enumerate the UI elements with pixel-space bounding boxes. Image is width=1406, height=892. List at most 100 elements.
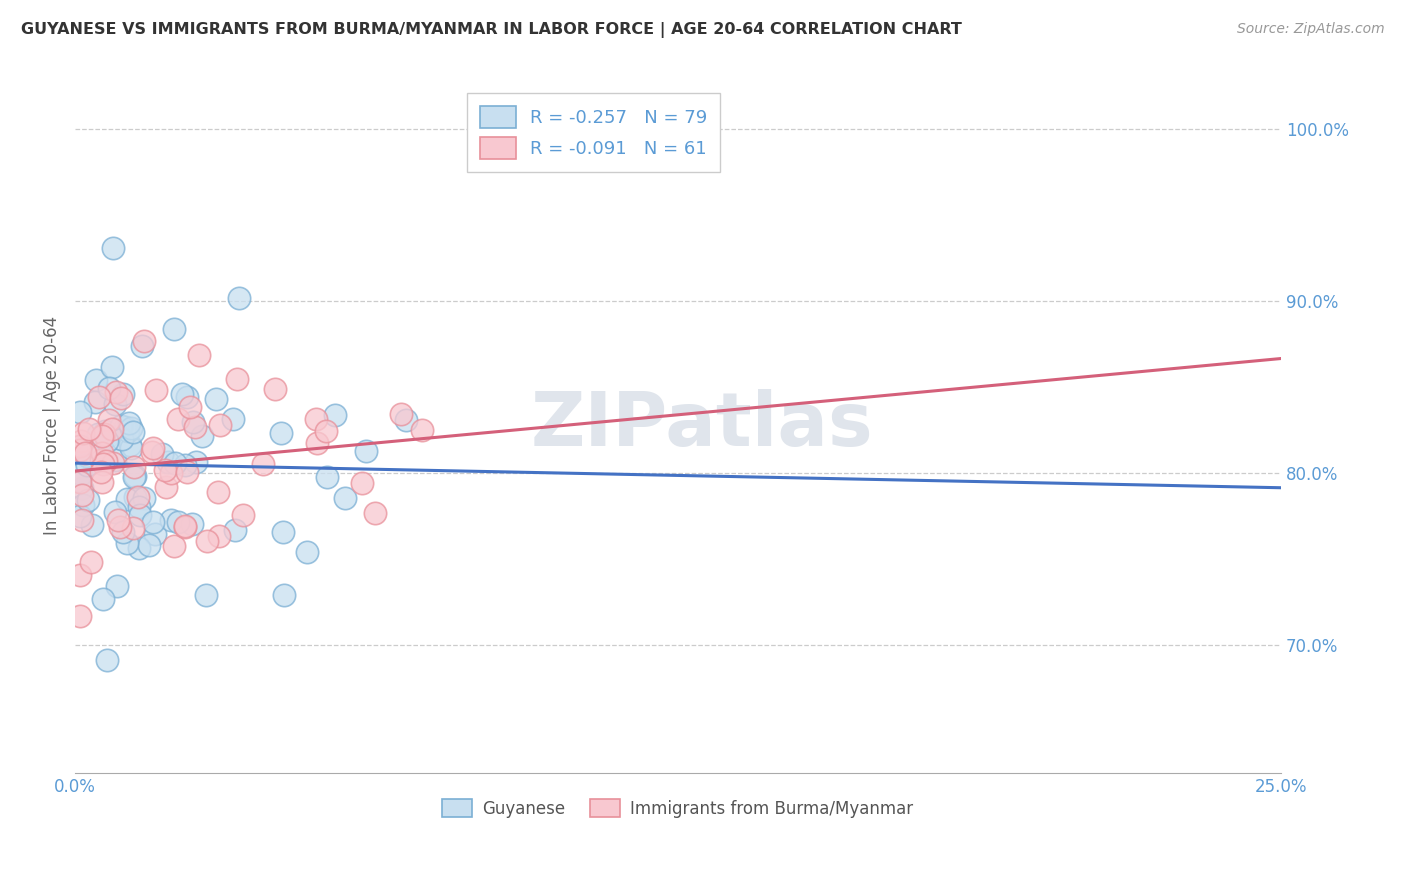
Point (174, 519, 197, 533)
Point (70, 467, 93, 481)
Point (316, 469, 339, 483)
Point (91, 475, 114, 490)
Point (117, 491, 139, 506)
Point (93, 427, 115, 442)
Point (209, 417, 232, 432)
Point (120, 442, 142, 456)
Point (70, 481, 93, 495)
Point (325, 409, 347, 423)
Point (163, 322, 186, 336)
Point (112, 524, 135, 539)
Point (305, 412, 328, 426)
Point (160, 513, 183, 527)
Text: GUYANESE VS IMMIGRANTS FROM BURMA/MYANMAR IN LABOR FORCE | AGE 20-64 CORRELATION: GUYANESE VS IMMIGRANTS FROM BURMA/MYANMA… (21, 22, 962, 38)
Point (297, 545, 319, 559)
Point (69, 474, 91, 488)
Point (91, 429, 114, 443)
Point (273, 588, 295, 602)
Point (142, 441, 165, 455)
Point (104, 453, 127, 467)
Point (80, 555, 103, 569)
Point (69, 475, 91, 490)
Point (128, 500, 150, 514)
Point (121, 425, 143, 439)
Point (225, 372, 247, 386)
Point (70, 513, 93, 527)
Legend: Guyanese, Immigrants from Burma/Myanmar: Guyanese, Immigrants from Burma/Myanmar (436, 792, 921, 824)
Point (124, 490, 146, 504)
Point (114, 420, 136, 434)
Point (142, 515, 165, 529)
Point (335, 491, 357, 506)
Point (167, 412, 190, 426)
Point (69, 608, 91, 623)
Point (184, 455, 207, 469)
Point (96, 434, 118, 448)
Point (76, 458, 98, 473)
Point (305, 436, 328, 450)
Point (76, 450, 98, 464)
Point (160, 466, 183, 480)
Point (69, 443, 91, 458)
Point (110, 433, 132, 447)
Point (69, 439, 91, 453)
Point (389, 407, 412, 421)
Point (84, 394, 107, 409)
Point (172, 387, 194, 401)
Point (120, 421, 142, 435)
Point (111, 387, 134, 401)
Point (96, 653, 118, 667)
Point (91, 445, 114, 459)
Point (174, 458, 197, 473)
Point (354, 443, 377, 458)
Point (72, 498, 94, 512)
Point (184, 420, 207, 434)
Point (222, 411, 245, 425)
Point (82, 518, 104, 533)
Point (232, 508, 254, 522)
Point (352, 476, 374, 491)
Point (91, 450, 114, 464)
Point (79, 422, 101, 436)
Point (122, 470, 145, 484)
Point (150, 447, 173, 461)
Point (263, 383, 285, 397)
Point (176, 465, 198, 479)
Point (90, 465, 112, 479)
Point (167, 516, 190, 530)
Point (145, 383, 167, 397)
Point (91, 458, 114, 472)
Point (87, 390, 110, 404)
Point (176, 390, 198, 404)
Point (101, 422, 124, 436)
Point (157, 455, 180, 469)
Point (96, 454, 118, 468)
Point (174, 520, 197, 534)
Point (103, 397, 125, 411)
Point (104, 505, 127, 519)
Point (98, 413, 121, 427)
Point (138, 539, 160, 553)
Text: ZIPatlas: ZIPatlas (531, 389, 873, 462)
Point (364, 507, 387, 521)
Point (110, 391, 132, 405)
Point (110, 418, 132, 433)
Point (101, 241, 124, 255)
Point (179, 400, 201, 414)
Point (72, 425, 94, 440)
Y-axis label: In Labor Force | Age 20-64: In Labor Force | Age 20-64 (44, 316, 60, 535)
Point (117, 425, 139, 439)
Point (207, 484, 229, 499)
Point (395, 413, 418, 427)
Point (153, 463, 176, 477)
Point (181, 415, 204, 429)
Point (252, 457, 274, 471)
Point (128, 508, 150, 522)
Point (101, 457, 124, 471)
Point (208, 529, 231, 543)
Point (91, 592, 114, 607)
Point (132, 334, 155, 349)
Point (87, 440, 110, 454)
Point (155, 480, 177, 494)
Text: Source: ZipAtlas.com: Source: ZipAtlas.com (1237, 22, 1385, 37)
